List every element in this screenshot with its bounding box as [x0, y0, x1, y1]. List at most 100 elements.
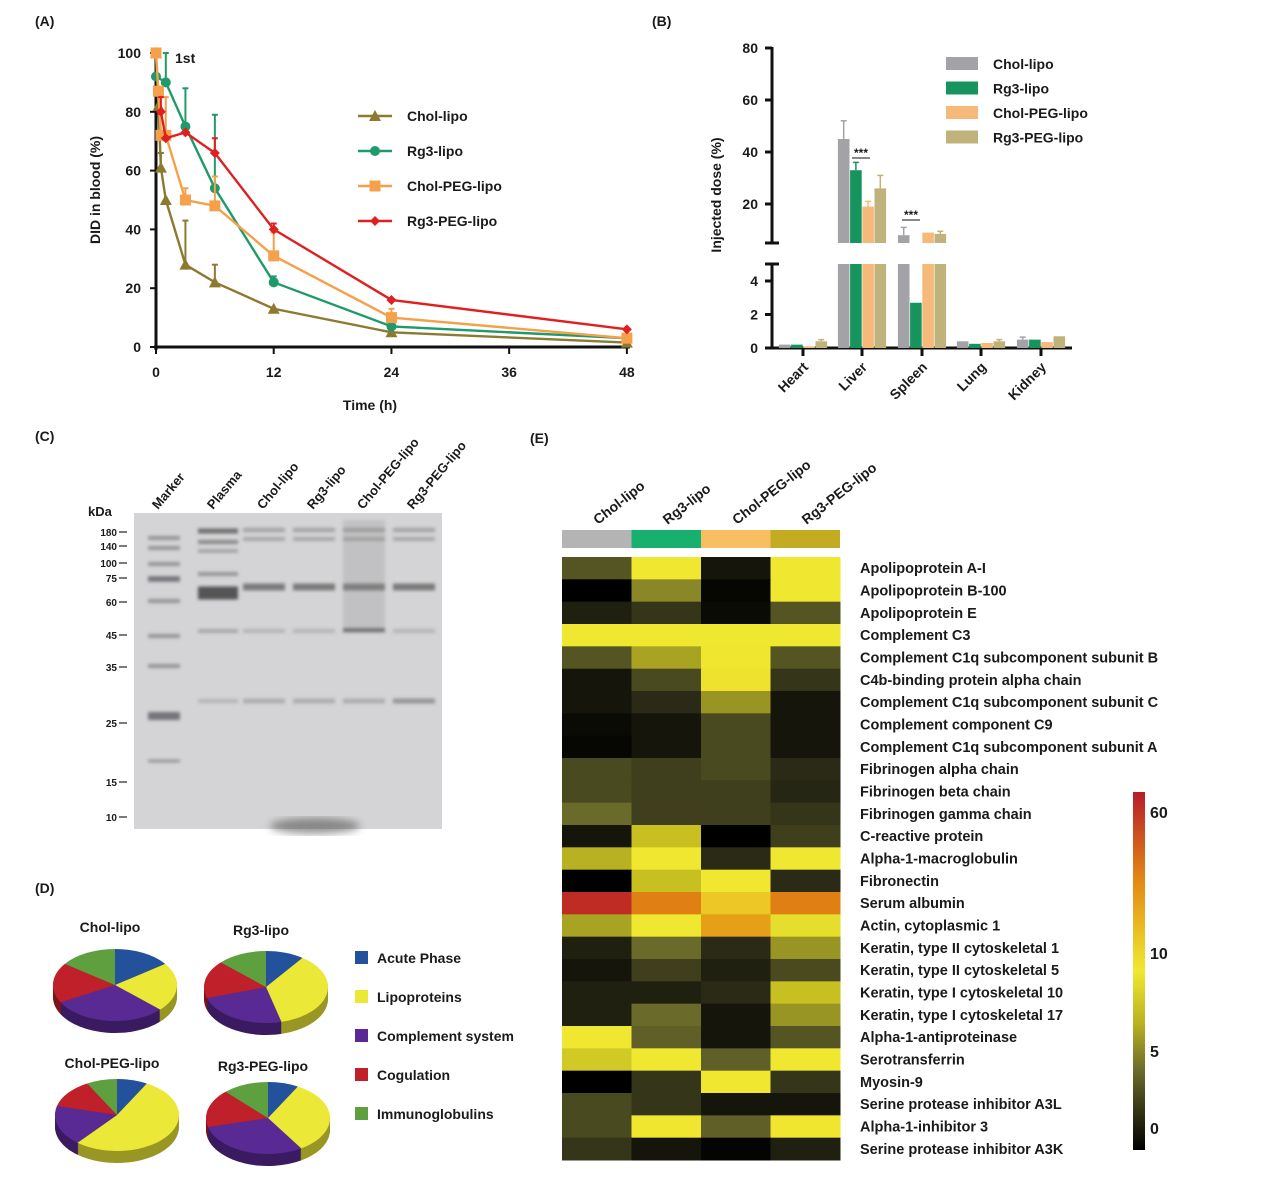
pie-slice	[205, 1091, 268, 1127]
heatmap-cell	[770, 691, 841, 714]
heatmap-row: Apolipoprotein E	[562, 601, 977, 625]
row-label: Fibronectin	[860, 874, 939, 890]
band	[198, 699, 238, 703]
heatmap-cell	[701, 981, 771, 1005]
x-tick-label: Heart	[774, 359, 811, 396]
legend-label: Chol-PEG-lipo	[407, 178, 502, 194]
heatmap-cell	[701, 959, 771, 982]
panel-label-a: (A)	[35, 13, 54, 29]
column-label: Chol-lipo	[590, 477, 648, 527]
heatmap-cell	[631, 1070, 702, 1094]
heatmap-cell	[562, 668, 632, 692]
pie-rg3-lipo: Rg3-lipo	[203, 922, 329, 1035]
band	[148, 599, 180, 603]
lane-label-marker: Marker	[149, 470, 188, 512]
row-label: Apolipoprotein B-100	[860, 584, 1007, 600]
heatmap-cell	[562, 691, 632, 714]
heatmap-cell	[701, 601, 771, 625]
pie-slice	[117, 1079, 147, 1115]
heatmap-cell	[562, 735, 632, 759]
legend-swatch	[355, 990, 368, 1003]
row-label: C4b-binding protein alpha chain	[860, 673, 1082, 689]
band	[148, 634, 180, 638]
y-axis-label: DID in blood (%)	[87, 136, 103, 244]
row-label: Actin, cytoplasmic 1	[860, 919, 1000, 935]
heatmap-cell	[701, 735, 771, 759]
lane-label-plasma: Plasma	[204, 467, 245, 512]
heatmap-cell	[631, 668, 702, 692]
data-point	[160, 77, 171, 88]
heatmap-cell	[631, 691, 702, 714]
heatmap-cell	[562, 1048, 632, 1072]
row-label: Alpha-1-inhibitor 3	[860, 1120, 988, 1136]
data-point	[386, 294, 397, 305]
bar	[969, 343, 981, 348]
heatmap-row: Fibrinogen alpha chain	[562, 758, 1019, 781]
heatmap-row: Keratin, type II cytoskeletal 5	[562, 959, 1059, 982]
data-point	[268, 224, 279, 235]
heatmap-cell	[631, 1137, 702, 1161]
row-label: Keratin, type I cytoskeletal 10	[860, 986, 1063, 1002]
legend-swatch	[946, 106, 978, 119]
bar-lower	[850, 264, 862, 348]
y-tick-label: 20	[125, 280, 141, 296]
pie-slice	[225, 1082, 268, 1118]
legend-marker	[370, 216, 380, 226]
legend-label: Immunoglobulins	[377, 1106, 494, 1122]
row-label: Serotransferrin	[860, 1053, 965, 1069]
bar	[778, 344, 791, 348]
column-color-bar	[770, 530, 840, 548]
heatmap-cell	[770, 914, 841, 938]
colorbar	[1133, 792, 1145, 1150]
marker-size-label: 35	[106, 663, 118, 674]
heatmap-cell	[631, 1093, 702, 1116]
data-point	[209, 200, 221, 212]
marker-size-label: 15	[106, 778, 118, 789]
band	[343, 698, 385, 704]
heatmap-cell	[770, 1137, 841, 1161]
pie-slice	[77, 1083, 179, 1151]
x-tick-label: Spleen	[886, 359, 930, 403]
bar-upper	[837, 139, 850, 243]
heatmap-cell	[770, 825, 841, 848]
bar-lower	[862, 264, 874, 348]
heatmap-cell	[562, 780, 632, 804]
kda-label: kDa	[88, 504, 113, 519]
data-point	[621, 324, 632, 335]
colorbar-tick-label: 5	[1150, 1044, 1159, 1061]
heatmap-cell	[631, 981, 702, 1005]
band	[198, 586, 238, 600]
row-label: Apolipoprotein A-I	[860, 561, 986, 577]
heatmap-cell	[770, 936, 841, 960]
gel-bands	[148, 520, 435, 763]
bar	[803, 346, 815, 348]
data-point	[159, 194, 172, 205]
bar	[993, 341, 1006, 348]
legend-label: Acute Phase	[377, 950, 461, 966]
heatmap-cell	[770, 1093, 841, 1116]
data-point	[268, 250, 280, 262]
gel-background	[134, 513, 442, 829]
heatmap-cell	[701, 668, 771, 692]
pie-title: Rg3-lipo	[233, 922, 289, 938]
heatmap-row: Keratin, type I cytoskeletal 10	[562, 981, 1063, 1005]
series-chol-peg-lipo: Chol-PEG-lipo	[150, 47, 633, 344]
heatmap-cell	[770, 780, 841, 804]
heatmap-row: Fibronectin	[562, 869, 939, 893]
panel-e-heatmap: Chol-lipo Rg3-lipo Chol-PEG-lipoRg3-PEG-li…	[562, 456, 1168, 1161]
band	[198, 528, 238, 534]
pie-slice	[207, 987, 282, 1023]
row-label: Alpha-1-antiproteinase	[860, 1030, 1017, 1046]
heatmap-row: Complement C1q subcomponent subunit C	[562, 691, 1159, 714]
data-point	[208, 276, 221, 288]
bar-upper	[850, 170, 862, 243]
heatmap-cell	[631, 914, 702, 938]
pie-slice	[207, 1118, 302, 1154]
legend-label: Chol-PEG-lipo	[993, 105, 1088, 121]
legend-swatch	[946, 130, 978, 144]
y-tick-label: 40	[125, 221, 141, 237]
row-label: Fibrinogen beta chain	[860, 785, 1011, 801]
heatmap-cell	[701, 646, 771, 670]
heatmap-cell	[631, 601, 702, 625]
